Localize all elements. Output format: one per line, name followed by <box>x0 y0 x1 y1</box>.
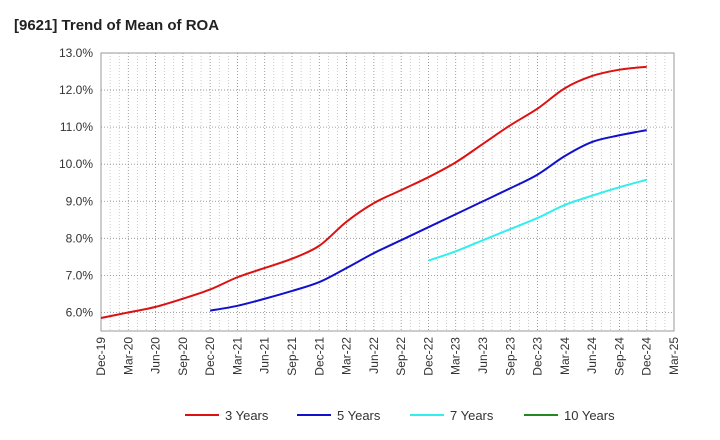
x-tick-label: Jun-23 <box>476 337 490 374</box>
x-tick-label: Sep-22 <box>394 337 408 376</box>
y-tick-label: 7.0% <box>66 268 94 282</box>
x-axis-ticks: Dec-19 Mar-20 Jun-20 Sep-20 Dec-20 Mar-21 Jun-… <box>94 337 681 376</box>
x-tick-label: Sep-20 <box>176 337 190 376</box>
y-tick-label: 11.0% <box>60 120 93 134</box>
series-line <box>428 178 647 262</box>
y-tick-label: 10.0% <box>59 157 93 171</box>
plot-area <box>100 52 675 332</box>
y-tick-label: 12.0% <box>59 83 93 97</box>
x-tick-label: Jun-21 <box>258 337 272 374</box>
series-line <box>209 129 647 312</box>
legend-label: 10 Years <box>564 408 615 423</box>
series-line <box>100 65 647 320</box>
x-tick-label: Dec-24 <box>640 337 654 376</box>
y-tick-label: 13.0% <box>59 46 93 60</box>
grid-lines <box>101 53 674 331</box>
x-tick-label: Sep-21 <box>285 337 299 376</box>
x-tick-label: Mar-22 <box>340 337 354 375</box>
legend: 3 Years 5 Years 7 Years 10 Years <box>185 408 615 423</box>
x-tick-label: Dec-23 <box>531 337 545 376</box>
legend-label: 5 Years <box>337 408 381 423</box>
x-tick-label: Dec-20 <box>203 337 217 376</box>
x-tick-label: Mar-24 <box>558 337 572 375</box>
x-tick-label: Dec-19 <box>94 337 108 376</box>
x-tick-label: Mar-21 <box>230 337 244 375</box>
y-tick-label: 6.0% <box>66 305 94 319</box>
legend-label: 7 Years <box>450 408 494 423</box>
x-tick-label: Mar-25 <box>667 337 681 375</box>
x-tick-label: Jun-24 <box>585 337 599 374</box>
x-tick-label: Mar-20 <box>121 337 135 375</box>
y-tick-label: 8.0% <box>66 231 94 245</box>
chart-title: [9621] Trend of Mean of ROA <box>14 17 219 34</box>
x-tick-label: Sep-24 <box>612 337 626 376</box>
x-tick-label: Sep-23 <box>503 337 517 376</box>
series-layer <box>100 65 647 320</box>
y-tick-label: 9.0% <box>66 194 94 208</box>
x-tick-label: Mar-23 <box>449 337 463 375</box>
x-tick-label: Jun-22 <box>367 337 381 374</box>
plot-frame <box>100 52 675 332</box>
legend-label: 3 Years <box>225 408 269 423</box>
x-tick-label: Jun-20 <box>149 337 163 374</box>
y-axis-ticks: 6.0% 7.0% 8.0% 9.0% 10.0% 11.0% 12.0% 13.0% <box>59 46 93 319</box>
x-tick-label: Dec-22 <box>421 337 435 376</box>
x-tick-label: Dec-21 <box>312 337 326 376</box>
